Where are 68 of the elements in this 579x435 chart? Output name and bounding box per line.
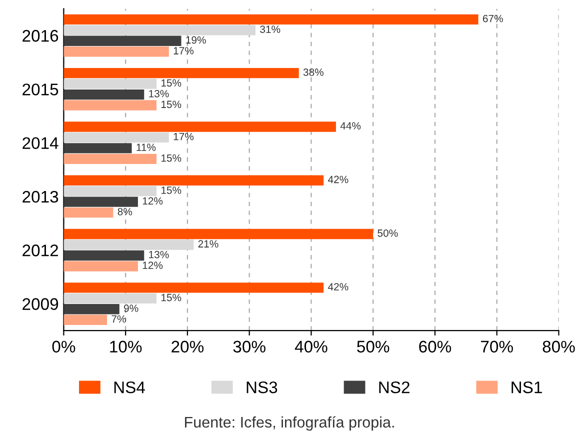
bar xyxy=(64,100,157,110)
legend-label: NS3 xyxy=(246,381,278,394)
data-label: 8% xyxy=(118,208,132,216)
data-label: 19% xyxy=(186,36,206,44)
bar xyxy=(64,261,138,272)
bar xyxy=(64,240,194,250)
data-label: 7% xyxy=(112,315,126,323)
data-label: 13% xyxy=(149,250,169,258)
bar xyxy=(64,89,144,100)
data-label: 67% xyxy=(482,14,503,22)
data-label: 15% xyxy=(161,294,182,302)
x-tick-label: 10% xyxy=(110,340,142,353)
data-label: 42% xyxy=(328,283,348,290)
x-tick-label: 0% xyxy=(52,340,76,353)
bar xyxy=(64,78,157,89)
data-label: 9% xyxy=(124,304,138,312)
y-tick-label: 2014 xyxy=(22,137,58,150)
x-tick-label: 20% xyxy=(172,340,204,353)
bar xyxy=(64,207,114,218)
legend-label: NS2 xyxy=(379,381,410,394)
data-label: 21% xyxy=(198,240,218,248)
bar xyxy=(64,293,157,304)
data-label: 15% xyxy=(161,79,182,87)
data-label: 15% xyxy=(161,186,182,194)
bar xyxy=(64,196,138,207)
legend-label: NS1 xyxy=(512,381,542,394)
data-label: 17% xyxy=(174,47,194,54)
data-label: 12% xyxy=(142,262,163,269)
x-tick-label: 40% xyxy=(294,340,328,353)
bar xyxy=(64,25,256,36)
source-note: Fuente: Icfes, infografía propia. xyxy=(185,416,394,431)
data-label: 13% xyxy=(149,90,169,98)
x-tick-label: 80% xyxy=(542,340,575,353)
bar xyxy=(64,175,324,186)
x-tick-label: 70% xyxy=(481,340,513,353)
x-tick-label: 30% xyxy=(233,340,266,353)
bar xyxy=(64,143,132,154)
x-tick-label: 60% xyxy=(419,340,452,353)
data-label: 11% xyxy=(136,144,156,151)
y-tick-label: 2015 xyxy=(22,84,58,96)
bar xyxy=(64,186,157,196)
legend-label: NS4 xyxy=(114,381,145,394)
x-tick-label: 50% xyxy=(357,340,390,353)
bar xyxy=(64,314,108,325)
bar xyxy=(64,14,478,25)
bar xyxy=(64,36,182,46)
data-label: 12% xyxy=(142,197,163,205)
data-label: 31% xyxy=(260,26,280,33)
bar xyxy=(64,132,169,143)
bar xyxy=(64,282,324,293)
data-label: 15% xyxy=(161,100,182,108)
y-tick-label: 2009 xyxy=(22,298,58,310)
data-label: 44% xyxy=(340,122,361,130)
bar xyxy=(64,250,144,261)
data-label: 50% xyxy=(378,229,398,237)
y-tick-label: 2012 xyxy=(22,244,58,256)
data-label: 15% xyxy=(161,154,182,162)
bar xyxy=(64,154,157,164)
bar xyxy=(64,304,120,314)
data-label: 17% xyxy=(174,132,194,140)
bar xyxy=(64,228,374,240)
y-tick-label: 2016 xyxy=(22,30,58,42)
bar xyxy=(64,46,169,57)
bar xyxy=(64,68,299,78)
data-label: 42% xyxy=(328,176,348,184)
data-label: 38% xyxy=(303,68,324,76)
y-tick-label: 2013 xyxy=(22,190,58,203)
bar xyxy=(64,122,336,132)
